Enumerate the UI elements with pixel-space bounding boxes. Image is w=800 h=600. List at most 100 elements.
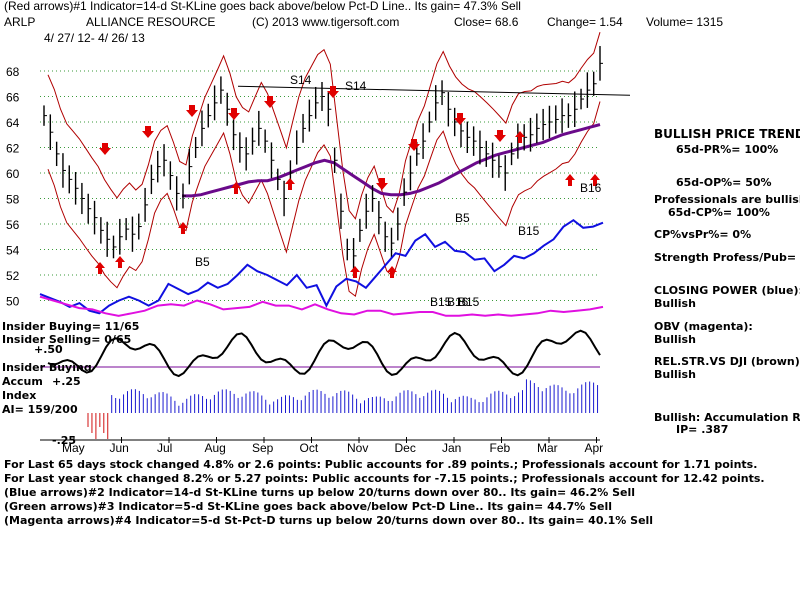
close-value: Close= 68.6 (454, 15, 519, 29)
price-tick-62: 62 (6, 142, 20, 156)
volume-value: Volume= 1315 (646, 15, 724, 29)
buy-arrow (231, 182, 241, 194)
signal-label-s14-0: S14 (290, 73, 312, 87)
month-label-may: May (62, 441, 85, 455)
signal-label-b15-7: B15 (458, 295, 480, 309)
trend-title: BULLISH PRICE TREND (654, 127, 800, 141)
price-tick-54: 54 (6, 244, 20, 258)
blue-arrows-legend: (Blue arrows)#2 Indicator=14-d St-KLine … (4, 486, 636, 499)
price-axis-labels: 50 52 54 56 58 60 62 64 66 68 (6, 65, 20, 309)
op-pct: 65d-OP%= 50% (676, 176, 772, 189)
time-axis: May Jun Jul Aug Sep Oct Nov Dec Jan Feb Mar Apr (40, 437, 603, 455)
price-tick-58: 58 (6, 193, 20, 207)
sell-arrow (264, 96, 276, 108)
closing-power-label: CLOSING POWER (blue): (654, 284, 800, 297)
insider-selling: Insider Selling= 0/65 (2, 333, 132, 346)
signal-label-b16-6: B16 (447, 295, 469, 309)
price-tick-52: 52 (6, 269, 20, 283)
price-tick-50: 50 (6, 295, 20, 309)
relstr-label: REL.STR.VS DJI (brown) (654, 355, 800, 368)
signal-label-b16-8: B16 (580, 181, 602, 195)
lower-band (47, 101, 601, 297)
ai-value: AI= 159/200 (2, 403, 78, 416)
chart-series (39, 32, 631, 439)
buy-arrow (285, 178, 295, 190)
signal-label-b5-2: B5 (195, 255, 210, 269)
buy-arrow (565, 174, 575, 186)
sell-arrow (376, 178, 388, 190)
copyright: (C) 2013 www.tigersoft.com (252, 15, 400, 29)
footer-last-year: For Last year stock changed 8.2% or 5.27… (4, 472, 765, 485)
date-range: 4/ 27/ 12- 4/ 26/ 13 (44, 31, 145, 45)
month-label-mar: Mar (537, 441, 558, 455)
sell-arrow (327, 86, 339, 98)
month-label-aug: Aug (205, 441, 226, 455)
buy-arrow (515, 131, 525, 143)
index-label: Index (2, 389, 37, 402)
month-label-jul: Jul (157, 441, 172, 455)
resistance-line (237, 85, 631, 96)
ticker: ARLP (4, 15, 36, 29)
month-label-jun: Jun (110, 441, 129, 455)
plus-50-label: +.50 (34, 343, 63, 356)
obv-value: Bullish (654, 333, 696, 346)
price-tick-56: 56 (6, 218, 20, 232)
change-value: Change= 1.54 (547, 15, 623, 29)
sell-arrow (494, 130, 506, 142)
footer-65-days: For Last 65 days stock changed 4.8% or 2… (4, 458, 758, 471)
obv-line (39, 295, 604, 317)
month-label-feb: Feb (490, 441, 511, 455)
sell-arrow (186, 105, 198, 117)
pros-bullish: Professionals are bullish (654, 193, 800, 206)
signal-label-b5-3: B5 (455, 211, 470, 225)
month-label-nov: Nov (347, 441, 368, 455)
signal-label-b15-4: B15 (518, 224, 540, 238)
sell-arrow (142, 126, 154, 138)
accum-label: Accum (2, 375, 43, 388)
accum-status: Bullish: Accumulation Rising (654, 411, 800, 424)
sell-arrow (99, 143, 111, 155)
magenta-arrows-legend: (Magenta arrows)#4 Indicator=5-d St-Pct-… (4, 514, 654, 527)
red-arrows-legend: (Red arrows)#1 Indicator=14-d St-KLine g… (4, 0, 521, 13)
buy-arrow (95, 262, 105, 274)
buy-arrow (115, 256, 125, 268)
signal-label-s14-1: S14 (345, 79, 367, 93)
price-tick-68: 68 (6, 65, 20, 79)
sell-arrow (408, 139, 420, 151)
sell-arrow (228, 108, 240, 120)
relstr-value: Bullish (654, 368, 696, 381)
obv-label: OBV (magenta): (654, 320, 753, 333)
green-arrows-legend: (Green arrows)#3 Indicator=5-d St-KLine … (4, 500, 612, 513)
closing-power-line (39, 218, 604, 315)
company-name: ALLIANCE RESOURCE (86, 15, 216, 29)
cp-vs-pr: CP%vsPr%= 0% (654, 228, 752, 241)
month-label-jan: Jan (442, 441, 461, 455)
price-tick-66: 66 (6, 91, 20, 105)
month-label-sep: Sep (252, 441, 274, 455)
month-label-dec: Dec (395, 441, 416, 455)
insider-buying-line-label: Insider Buying (2, 361, 92, 374)
sell-arrow (454, 113, 466, 125)
buy-arrow (387, 266, 397, 278)
buy-arrow (590, 174, 600, 186)
plus-25-label: +.25 (52, 375, 81, 388)
buy-arrow (350, 266, 360, 278)
insider-buying: Insider Buying= 11/65 (2, 320, 140, 333)
price-tick-60: 60 (6, 167, 20, 181)
price-tick-64: 64 (6, 116, 20, 130)
minus-25-label: -.25 (52, 434, 77, 447)
closing-power-value: Bullish (654, 297, 696, 310)
signal-arrows (95, 86, 600, 278)
cp-pct: 65d-CP%= 100% (668, 206, 770, 219)
upper-band (47, 32, 601, 220)
month-label-apr: Apr (585, 441, 604, 455)
price-gridlines (40, 70, 600, 301)
accum-index-line (47, 329, 601, 378)
strength-ratio: Strength Profess/Pub= 1.9 (654, 251, 800, 264)
ip-value: IP= .387 (676, 423, 729, 436)
buy-arrow (178, 222, 188, 234)
pr-pct: 65d-PR%= 100% (676, 143, 779, 156)
month-label-oct: Oct (300, 441, 319, 455)
